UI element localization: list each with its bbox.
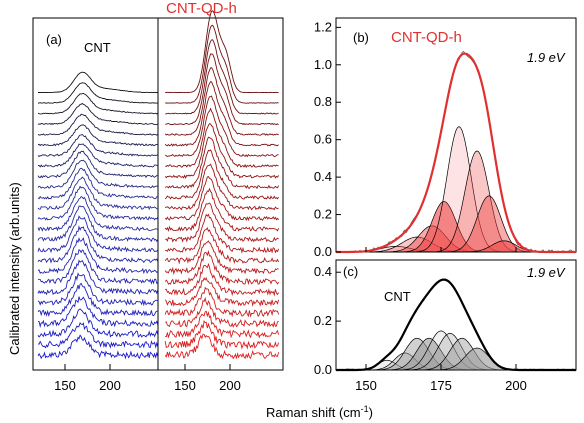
cntqd-trace (164, 249, 279, 286)
cnt-trace (38, 71, 158, 94)
cntqd-trace (165, 107, 279, 169)
panel-b-title: CNT-QD-h (391, 29, 462, 46)
cnt-trace (37, 259, 159, 296)
cntqd-trace (164, 123, 279, 179)
cnt-trace (37, 113, 159, 136)
cntqd-trace (164, 187, 280, 233)
cntqd-trace (164, 226, 280, 265)
cnt-trace (37, 322, 159, 349)
panel-a-xtick-label: 150 (174, 378, 196, 393)
cntqd-trace (165, 24, 279, 104)
ytick-label: 0.0 (314, 244, 332, 259)
cntqd-trace (164, 240, 279, 275)
panel-a-sublabel-cnt: CNT (84, 40, 111, 55)
ytick-label: 1.2 (314, 19, 332, 34)
cnt-trace (37, 215, 159, 254)
cnt-trace (37, 296, 159, 329)
xtick-label: 150 (355, 378, 377, 393)
cnt-trace (37, 225, 159, 264)
ytick-label: 0.4 (314, 169, 332, 184)
panel-a: (a) CNT CNT-QD-h 150 200 150 200 (32, 0, 284, 393)
cntqd-trace (165, 213, 280, 254)
ytick-label: 1.0 (314, 57, 332, 72)
cnt-trace (37, 334, 159, 360)
panel-c-yaxis: 0.0 0.2 0.4 (314, 264, 341, 377)
panel-a-sublabel-cntqd: CNT-QD-h (166, 0, 237, 17)
cntqd-trace (165, 262, 279, 297)
cnt-trace (37, 92, 159, 115)
panel-c-annotation: 1.9 eV (527, 265, 566, 280)
cnt-trace (37, 308, 159, 338)
fit-envelope (336, 278, 576, 372)
cntqd-trace (164, 286, 280, 318)
cntqd-trace (164, 149, 279, 200)
panel-c-xaxis: 150 175 200 (355, 247, 527, 393)
cntqd-trace (164, 176, 279, 222)
y-axis-label: Calibrated intensity (arb.units) (7, 182, 22, 355)
cntqd-trace (165, 202, 279, 243)
cntqd-trace (165, 296, 279, 328)
cnt-trace (37, 205, 159, 243)
cnt-trace (37, 272, 159, 307)
ytick-label: 0.2 (314, 207, 332, 222)
cnt-trace (37, 102, 159, 125)
panel-b-label: (b) (353, 30, 369, 45)
panel-a-xtick-label: 200 (99, 378, 121, 393)
panel-c-title: CNT (384, 289, 411, 304)
cnt-trace (37, 82, 158, 104)
panel-b: 0.0 0.2 0.4 0.6 0.8 1.0 1.2 (b) CNT-QD-h 1.9 e… (314, 17, 577, 259)
xtick-label: 175 (430, 378, 452, 393)
cnt-trace (37, 124, 158, 147)
cnt-trace (37, 167, 159, 200)
ytick-label: 0.6 (314, 132, 332, 147)
cntqd-trace (164, 136, 280, 190)
ytick-label: 0.8 (314, 94, 332, 109)
cnt-trace (37, 176, 159, 211)
xtick-label: 200 (505, 378, 527, 393)
cntqd-trace (165, 39, 279, 115)
x-axis-label: Raman shift (cm-1) (266, 404, 373, 420)
panel-a-label: (a) (46, 32, 62, 47)
ytick-label: 0.2 (314, 313, 332, 328)
panel-c: 0.0 0.2 0.4 150 175 200 (c) CNT 1.9 eV (314, 247, 577, 393)
fit-envelope (336, 52, 576, 254)
cntqd-trace (164, 95, 279, 158)
panel-b-plot (335, 50, 576, 254)
cnt-trace (37, 282, 158, 318)
cnt-trace-stack (37, 71, 159, 360)
cntqd-trace (165, 310, 280, 339)
cnt-trace (37, 150, 158, 179)
panel-b-yaxis: 0.0 0.2 0.4 0.6 0.8 1.0 1.2 (314, 19, 341, 259)
ytick-label: 0.4 (314, 264, 332, 279)
panel-a-xtick-label: 150 (54, 378, 76, 393)
cntqd-trace (164, 333, 280, 360)
cnt-trace (37, 159, 159, 189)
panel-c-plot (335, 278, 576, 372)
cnt-trace (37, 185, 159, 221)
cntqd-trace (164, 319, 280, 350)
cntqd-trace (164, 163, 279, 211)
cntqd-trace (165, 53, 279, 126)
cntqd-trace (164, 67, 279, 136)
ytick-label: 0.0 (314, 362, 332, 377)
cnt-trace (37, 249, 159, 285)
panel-c-label: (c) (343, 264, 358, 279)
cnt-trace (37, 133, 159, 157)
panel-b-annotation: 1.9 eV (527, 50, 566, 65)
panel-a-xtick-label: 200 (219, 378, 241, 393)
cnt-trace (38, 143, 159, 168)
cnt-trace (37, 196, 159, 232)
cntqd-trace (164, 81, 279, 147)
cntqd-trace (164, 276, 280, 307)
cntqd-trace-stack (164, 10, 280, 360)
cnt-trace (37, 236, 159, 275)
cntqd-trace (165, 10, 279, 94)
